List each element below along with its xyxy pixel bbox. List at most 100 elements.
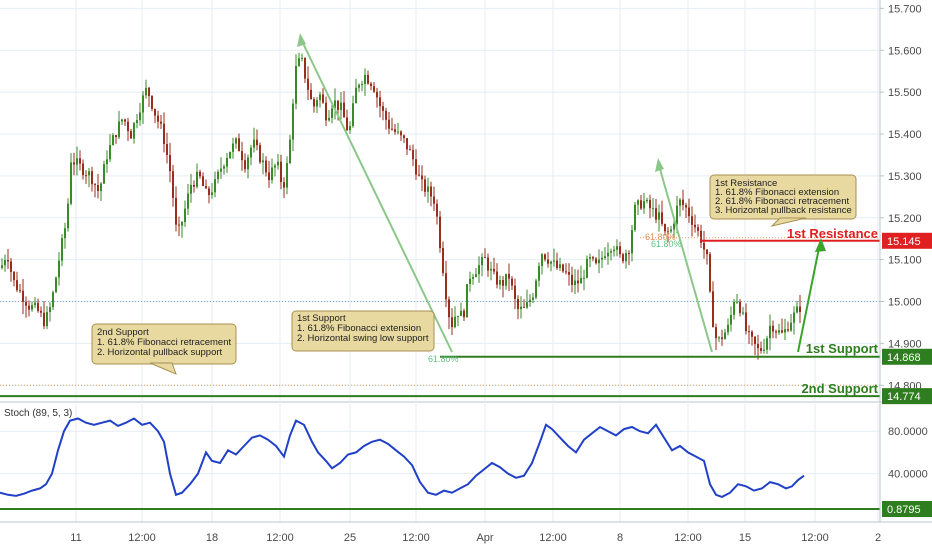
candle bbox=[373, 82, 375, 94]
candle bbox=[514, 278, 516, 310]
price-axis: 15.700 15.600 15.500 15.400 15.300 15.200 15.1… bbox=[879, 0, 932, 522]
candle bbox=[388, 112, 390, 135]
candle bbox=[55, 276, 57, 293]
candle bbox=[550, 260, 552, 272]
candle bbox=[499, 275, 501, 290]
time-tick-label: 18 bbox=[206, 532, 218, 544]
candle bbox=[565, 263, 567, 275]
candle bbox=[724, 328, 726, 340]
candle bbox=[136, 114, 138, 129]
candle bbox=[682, 189, 684, 211]
candle bbox=[436, 199, 438, 225]
candle bbox=[712, 281, 714, 328]
candle bbox=[238, 133, 240, 152]
candle bbox=[49, 302, 51, 322]
candle bbox=[310, 83, 312, 100]
down-arrow-2-head bbox=[655, 158, 664, 172]
candle bbox=[166, 132, 168, 164]
candle bbox=[19, 284, 21, 294]
candle bbox=[649, 194, 651, 219]
candle bbox=[298, 52, 300, 67]
candle bbox=[670, 225, 672, 234]
price-tag-label: 15.145 bbox=[887, 236, 921, 248]
candle bbox=[256, 129, 258, 151]
candle bbox=[523, 299, 525, 309]
price-tick-label: 14.900 bbox=[888, 338, 922, 350]
oscillator-axis: 80.0000 40.0000 0.8795 bbox=[882, 426, 932, 517]
candle bbox=[430, 181, 432, 207]
note-2nd-support-line-3: 2. Horizontal pullback support bbox=[97, 347, 223, 358]
candle bbox=[202, 172, 204, 187]
price-tick-label: 15.100 bbox=[888, 255, 922, 267]
candle bbox=[211, 183, 213, 199]
candle bbox=[268, 160, 270, 188]
candle bbox=[61, 234, 63, 267]
candle bbox=[715, 323, 717, 351]
candle bbox=[700, 224, 702, 248]
candle bbox=[637, 199, 639, 216]
candle bbox=[379, 90, 381, 118]
time-tick-label: 12:00 bbox=[128, 532, 156, 544]
candle bbox=[283, 177, 285, 198]
candle bbox=[439, 210, 441, 253]
candle bbox=[64, 222, 66, 249]
price-tick-label: 15.300 bbox=[888, 171, 922, 183]
candle bbox=[493, 257, 495, 275]
candle bbox=[454, 306, 456, 329]
candle bbox=[760, 341, 762, 354]
candle bbox=[673, 220, 675, 238]
time-tick-label: 12:00 bbox=[674, 532, 702, 544]
candle bbox=[400, 130, 402, 142]
candle bbox=[370, 81, 372, 91]
candle bbox=[280, 154, 282, 190]
candle bbox=[34, 297, 36, 309]
candle bbox=[37, 298, 39, 313]
candle bbox=[130, 129, 132, 139]
candle bbox=[331, 104, 333, 124]
time-tick-label: 15 bbox=[739, 532, 751, 544]
level-lines bbox=[0, 237, 880, 398]
note-1st-resistance-line-2: 1. 61.8% Fibonacci extension bbox=[715, 187, 839, 198]
candle bbox=[613, 245, 615, 257]
candle bbox=[142, 91, 144, 125]
note-2nd-support-line-2: 1. 61.8% Fibonacci retracement bbox=[97, 337, 231, 348]
candle bbox=[91, 166, 93, 192]
candle bbox=[475, 267, 477, 278]
level-label-1st-support: 1st Support bbox=[806, 341, 879, 356]
candle bbox=[490, 261, 492, 281]
candle bbox=[505, 273, 507, 290]
candle bbox=[589, 253, 591, 268]
candle bbox=[184, 200, 186, 227]
time-tick-label: 12:00 bbox=[266, 532, 294, 544]
candle bbox=[778, 323, 780, 335]
candle bbox=[415, 149, 417, 181]
candle bbox=[583, 269, 585, 291]
fib-label-high-b: 61.80% bbox=[651, 239, 682, 249]
candle bbox=[586, 255, 588, 279]
candle bbox=[322, 88, 324, 104]
candle bbox=[157, 110, 159, 129]
candle bbox=[559, 257, 561, 272]
candle bbox=[118, 110, 120, 139]
candle bbox=[7, 249, 9, 269]
candle bbox=[22, 278, 24, 315]
candle bbox=[385, 107, 387, 130]
candle bbox=[418, 164, 420, 177]
candle bbox=[775, 329, 777, 339]
candle bbox=[646, 197, 648, 204]
candle bbox=[304, 57, 306, 84]
candle bbox=[562, 263, 564, 273]
note-1st-support-line-3: 2. Horizontal swing low support bbox=[297, 333, 429, 344]
candle bbox=[532, 293, 534, 303]
candle bbox=[247, 154, 249, 179]
stoch-line bbox=[0, 417, 805, 498]
candle bbox=[199, 169, 201, 179]
candle bbox=[277, 154, 279, 170]
time-tick-label: 8 bbox=[617, 532, 623, 544]
candle bbox=[481, 253, 483, 277]
candle bbox=[313, 97, 315, 113]
note-1st-resistance-line-1: 1st Resistance bbox=[715, 178, 777, 189]
candle bbox=[772, 320, 774, 339]
oscillator-title: Stoch (89, 5, 3) bbox=[4, 408, 72, 419]
candle bbox=[727, 318, 729, 336]
